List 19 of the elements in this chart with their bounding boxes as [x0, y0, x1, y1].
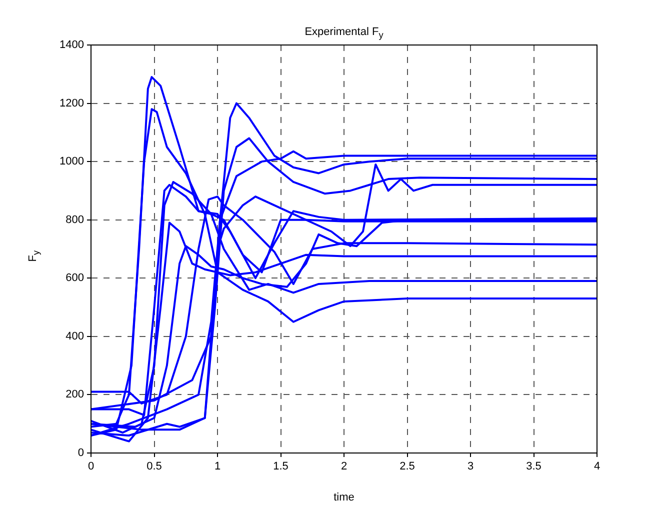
- x-tick-label: 3.5: [526, 460, 542, 473]
- y-tick-label: 1200: [60, 97, 84, 110]
- x-axis-title: time: [334, 491, 354, 504]
- y-tick-label: 200: [66, 388, 84, 401]
- x-tick-label: 1.5: [273, 460, 288, 473]
- x-tick-label: 1: [214, 460, 221, 473]
- y-tick-label: 1000: [60, 156, 84, 168]
- y-tick-label: 600: [66, 272, 84, 284]
- y-tick-label: 1400: [60, 39, 84, 52]
- y-tick-label: 0: [78, 447, 84, 460]
- x-tick-label: 0.5: [146, 460, 162, 473]
- y-tick-label: 800: [66, 214, 84, 226]
- chart-title: Experimental F$_{y}$: [304, 26, 384, 40]
- y-tick-label: 400: [66, 330, 84, 342]
- x-tick-label: 4: [594, 460, 600, 473]
- x-tick-label: 3: [467, 460, 474, 473]
- x-tick-label: 2.5: [400, 460, 415, 473]
- x-tick-label: 0: [88, 460, 94, 473]
- x-tick-label: 2: [340, 460, 348, 473]
